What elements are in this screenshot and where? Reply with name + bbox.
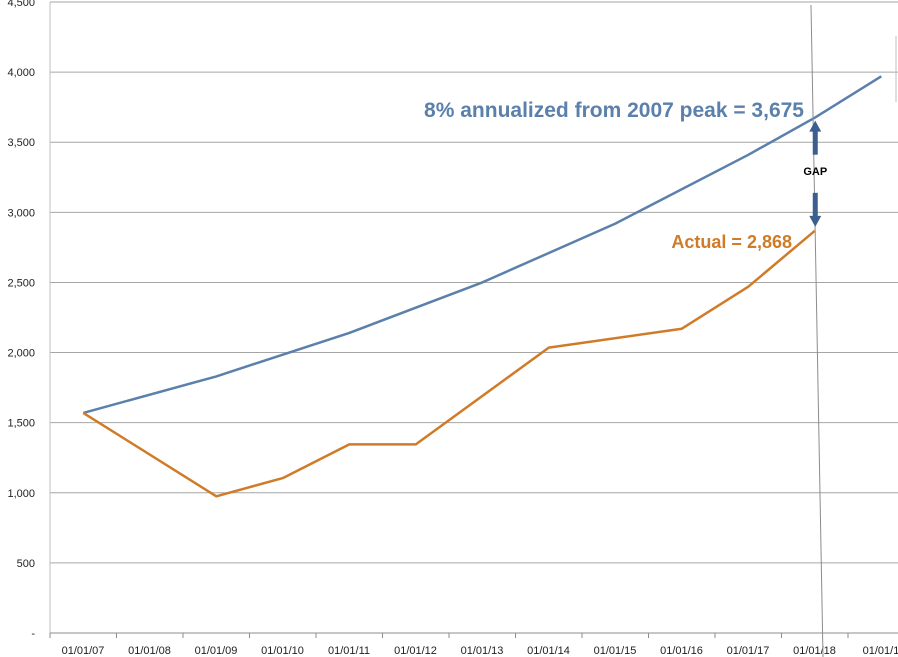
x-tick-label: 01/01/16	[660, 645, 703, 657]
series-line-target	[82, 75, 882, 415]
annotation-target-label: 8% annualized from 2007 peak = 3,675	[424, 99, 804, 122]
x-tick-label: 01/01/09	[195, 645, 238, 657]
x-tick-label: 01/01/08	[128, 645, 171, 657]
x-tick-label: 01/01/1	[863, 645, 898, 657]
annotation-gap-label: GAP	[803, 166, 827, 178]
x-tick-label: 01/01/12	[394, 645, 437, 657]
series-line-actual	[82, 229, 816, 498]
axes	[49, 2, 898, 634]
annotation-actual-label: Actual = 2,868	[671, 232, 792, 252]
y-tick-label: 3,000	[7, 207, 35, 219]
x-axis-ticks: 01/01/07 01/01/08 01/01/09 01/01/10 01/01/11…	[49, 633, 898, 657]
x-tick-label: 01/01/17	[727, 645, 770, 657]
x-tick-label: 01/01/14	[527, 645, 570, 657]
x-tick-label: 01/01/18	[793, 645, 836, 657]
series	[82, 75, 882, 498]
y-tick-label: 3,500	[7, 137, 35, 149]
marker-line	[810, 4, 824, 657]
x-tick-label: 01/01/13	[461, 645, 504, 657]
gap-arrow-up-head	[809, 120, 822, 132]
annotations: 8% annualized from 2007 peak = 3,675 Act…	[424, 4, 827, 657]
y-tick-label: 1,000	[7, 488, 35, 500]
gap-arrow-down-head	[809, 215, 822, 227]
gridlines	[50, 1, 898, 564]
y-tick-label: 2,500	[7, 277, 35, 289]
x-tick-label: 01/01/10	[261, 645, 304, 657]
x-tick-label: 01/01/07	[62, 645, 105, 657]
x-tick-label: 01/01/11	[328, 645, 370, 657]
y-tick-label: -	[31, 628, 35, 640]
y-tick-label: 4,000	[7, 67, 35, 79]
y-tick-label: 2,000	[7, 348, 35, 360]
x-tick-label: 01/01/15	[594, 645, 637, 657]
y-tick-label: 4,500	[7, 0, 35, 9]
y-tick-label: 500	[17, 558, 35, 570]
y-axis-ticks: - 500 1,000 1,500 2,000 2,500 3,000 3,500 4,000 4…	[7, 0, 35, 640]
y-tick-label: 1,500	[7, 418, 35, 430]
